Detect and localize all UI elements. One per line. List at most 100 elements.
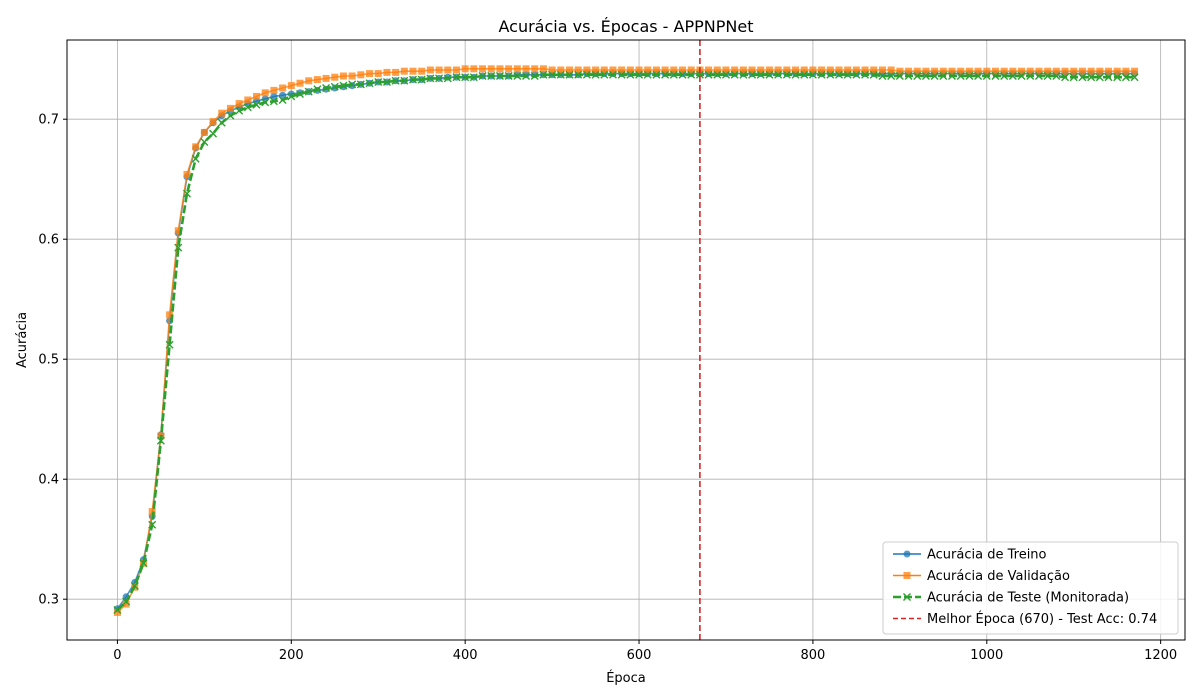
- series-3-point: [122, 597, 131, 606]
- marker-stroke: [1061, 73, 1070, 82]
- series-2-point: [253, 92, 261, 100]
- marker-stroke: [826, 70, 835, 79]
- marker-stroke: [903, 593, 911, 601]
- marker-stroke: [182, 189, 191, 198]
- series-2-point: [870, 66, 878, 74]
- marker-stroke: [695, 70, 704, 79]
- marker-stroke: [339, 81, 348, 90]
- marker-stroke: [730, 70, 739, 79]
- series-2-point: [852, 66, 860, 74]
- legend-entry: Acurácia de Treino: [893, 548, 1047, 563]
- marker-stroke: [1043, 72, 1052, 80]
- series-3-point: [1052, 72, 1061, 80]
- series-3-point: [739, 70, 748, 79]
- series-2-point: [652, 66, 660, 74]
- series-2-point: [1044, 67, 1052, 75]
- series-3-point: [435, 74, 444, 83]
- marker-stroke: [869, 70, 878, 79]
- series-3-point: [878, 72, 887, 80]
- series-3-point: [295, 90, 304, 98]
- series-2-point: [539, 65, 547, 73]
- marker-stroke: [443, 74, 452, 83]
- marker-stroke: [548, 70, 557, 79]
- marker-stroke: [1121, 73, 1130, 82]
- series-3-point: [904, 72, 913, 80]
- marker-stroke: [861, 70, 870, 79]
- marker-stroke: [139, 559, 148, 568]
- series-3-point: [678, 70, 687, 79]
- series-3-point: [956, 72, 965, 80]
- series-2-point: [887, 66, 895, 74]
- marker-stroke: [713, 70, 722, 79]
- series-3-point: [339, 81, 348, 90]
- series-3-point: [1000, 72, 1009, 80]
- y-tick-label: 0.4: [38, 473, 59, 488]
- series-2-point: [809, 66, 817, 74]
- series-3-point: [417, 75, 426, 84]
- series-3-point: [730, 70, 739, 79]
- marker-stroke: [156, 436, 165, 445]
- series-3-point: [626, 70, 635, 79]
- marker-stroke: [1113, 73, 1122, 82]
- x-tick-label: 0: [113, 648, 121, 663]
- series-2-point: [444, 66, 452, 74]
- marker-stroke: [756, 70, 765, 79]
- series-2-point: [279, 84, 287, 92]
- marker-stroke: [130, 582, 139, 590]
- series-2-point: [418, 67, 426, 75]
- series-3-point: [113, 606, 122, 614]
- marker-stroke: [808, 70, 817, 79]
- series-2-point: [1070, 67, 1078, 75]
- series-3-point: [1095, 73, 1104, 82]
- chart-title: Acurácia vs. Épocas - APPNPNet: [499, 17, 754, 36]
- marker-stroke: [843, 70, 852, 79]
- marker-stroke: [817, 70, 826, 79]
- series-2-point: [644, 66, 652, 74]
- series-2-point: [757, 66, 765, 74]
- series-2-point: [366, 70, 374, 78]
- marker-stroke: [391, 76, 400, 85]
- marker-stroke: [191, 154, 200, 163]
- series-3-point: [948, 72, 957, 80]
- marker-stroke: [1008, 72, 1017, 80]
- marker-stroke: [122, 597, 131, 606]
- series-3-point: [748, 70, 757, 79]
- series-2-point: [470, 65, 478, 73]
- series-3-point: [139, 559, 148, 568]
- series-2-point: [209, 118, 217, 126]
- series-3-point: [409, 75, 418, 84]
- marker-stroke: [565, 70, 574, 79]
- series-2-point: [609, 66, 617, 74]
- series-2-line: [116, 68, 1135, 613]
- series-3-point: [243, 103, 252, 112]
- series-2-point: [739, 66, 747, 74]
- series-2-point: [270, 86, 278, 94]
- series-3-point: [721, 70, 730, 79]
- series-2-point: [348, 72, 356, 80]
- series-2-point: [878, 66, 886, 74]
- legend-box: [882, 541, 1179, 635]
- marker-stroke: [452, 73, 461, 82]
- y-tick-label: 0.6: [38, 233, 59, 248]
- x-axis-label: Época: [606, 670, 646, 686]
- series-2-point: [765, 66, 773, 74]
- marker-stroke: [617, 70, 626, 79]
- series-2-point: [557, 66, 565, 74]
- marker-stroke: [209, 129, 218, 138]
- series-3-point: [548, 70, 557, 79]
- series-2-point: [922, 67, 930, 75]
- series-2-point: [261, 89, 269, 97]
- series-3-point: [791, 70, 800, 79]
- x-tick-label: 200: [279, 648, 304, 663]
- series-3-point: [1069, 73, 1078, 82]
- marker-stroke: [348, 80, 357, 89]
- legend-entry: Acurácia de Validação: [893, 569, 1070, 584]
- series-2-point: [183, 170, 191, 178]
- marker-stroke: [582, 70, 591, 79]
- series-2-point: [1052, 67, 1060, 75]
- marker-stroke: [165, 340, 174, 349]
- marker-stroke: [304, 87, 313, 96]
- series-2-point: [461, 65, 469, 73]
- legend-label: Melhor Época (670) - Test Acc: 0.74: [927, 611, 1157, 627]
- legend-label: Acurácia de Teste (Monitorada): [927, 591, 1129, 606]
